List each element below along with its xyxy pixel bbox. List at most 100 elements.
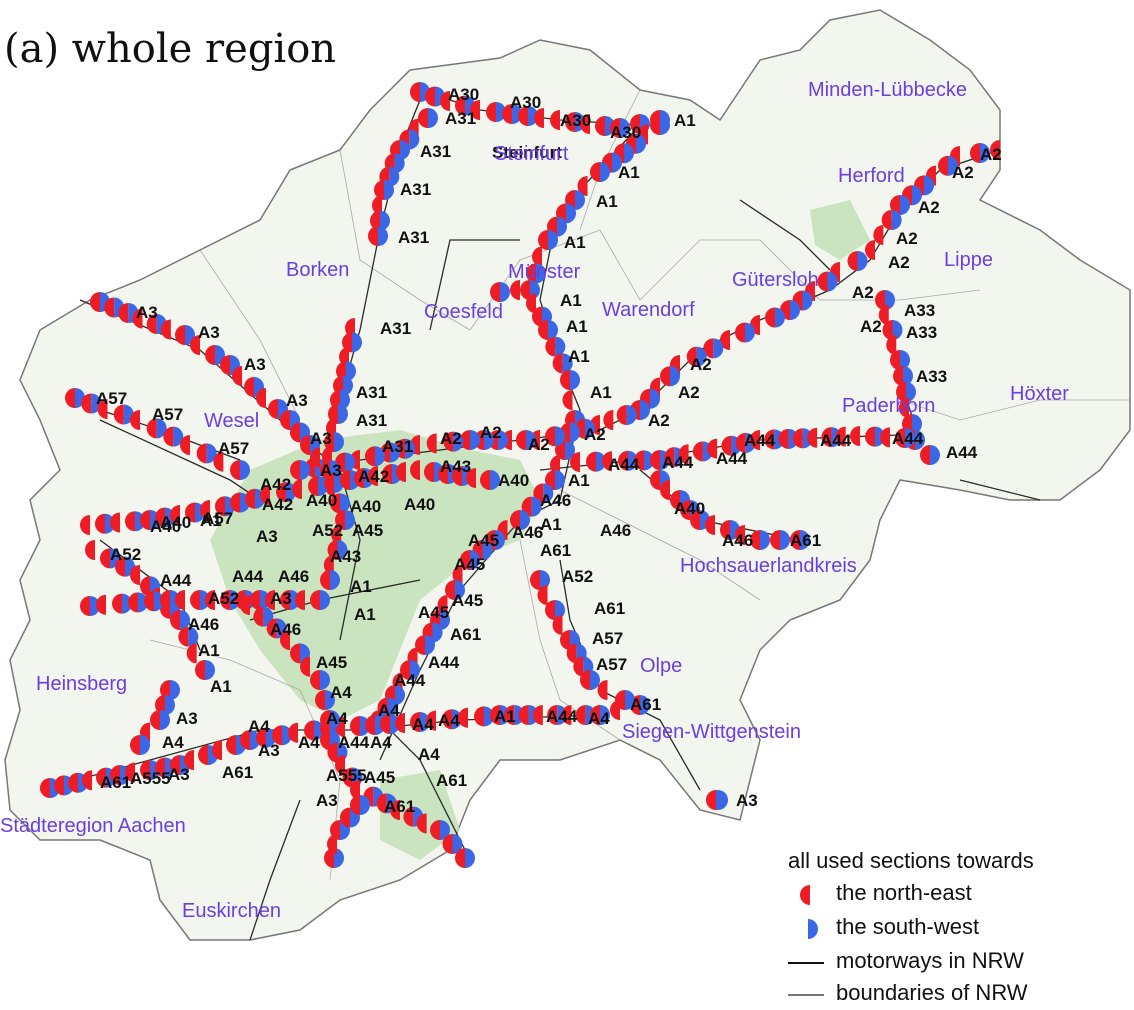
motorway-label: A2 (690, 355, 712, 374)
region-label: Münster (508, 261, 581, 283)
motorway-label: A61 (384, 797, 415, 816)
section-marker (580, 670, 600, 690)
section-marker (615, 690, 635, 710)
region-label: Lippe (944, 249, 993, 271)
section-marker (735, 525, 745, 545)
section-marker (735, 322, 755, 343)
section-marker (330, 493, 350, 514)
motorway-label: A1 (350, 577, 372, 596)
section-marker (538, 320, 558, 340)
section-marker (532, 705, 543, 725)
motorway-label: A45 (468, 531, 499, 550)
urban-area-gutersloh (810, 200, 870, 260)
section-marker (290, 460, 310, 480)
region-label: Siegen-Wittgenstein (622, 721, 801, 743)
region-label: Borken (286, 259, 349, 281)
section-marker (561, 705, 572, 725)
section-marker (170, 505, 180, 525)
section-marker (100, 548, 120, 569)
section-marker (335, 755, 345, 775)
motorway-label: A1 (210, 677, 232, 696)
half-circle-red-icon (800, 885, 810, 905)
motorway-label: A61 (540, 541, 571, 560)
section-marker (899, 398, 909, 418)
section-marker (706, 790, 726, 810)
region-label: Euskirchen (182, 900, 281, 922)
motorway-label: A40 (160, 513, 191, 532)
motorway-label: A40 (404, 495, 435, 514)
motorway-label: A45 (352, 521, 383, 540)
section-marker (144, 591, 165, 612)
section-marker (660, 480, 670, 500)
section-marker (780, 300, 800, 320)
motorway-label: A4 (326, 709, 348, 728)
section-marker (200, 500, 210, 520)
region-label: Minden-Lübbecke (808, 79, 967, 101)
section-marker (880, 427, 890, 448)
motorway-label: A1 (674, 111, 696, 130)
section-marker (232, 366, 242, 386)
section-marker (890, 350, 910, 370)
section-marker (886, 335, 897, 355)
motorway-label: A61 (450, 625, 481, 644)
section-marker (190, 335, 200, 355)
section-marker (416, 813, 427, 834)
legend-label: the north-east (836, 880, 972, 905)
section-marker (562, 390, 573, 410)
section-marker (280, 630, 290, 650)
section-marker (315, 690, 335, 710)
section-marker (577, 176, 588, 196)
motorway-label: A42 (262, 495, 293, 514)
section-marker (184, 750, 194, 770)
figure-title: (a) whole region (4, 26, 337, 72)
section-marker (324, 473, 344, 493)
section-marker (443, 431, 464, 452)
motorway-label: A2 (896, 229, 918, 248)
motorway-label: A3 (310, 429, 332, 448)
section-marker (85, 540, 95, 560)
black-line-icon (788, 962, 824, 964)
motorway-label: A31 (356, 383, 387, 402)
section-marker (920, 445, 940, 465)
motorway-label: A2 (480, 423, 502, 442)
section-marker (881, 210, 902, 230)
motorway-label: A3 (270, 589, 292, 608)
motorway-label: A2 (528, 435, 550, 454)
section-marker (205, 590, 215, 610)
section-marker (130, 735, 150, 755)
section-marker (480, 470, 500, 490)
section-marker (538, 230, 558, 250)
motorway-label: A61 (790, 531, 821, 550)
section-marker (268, 399, 288, 419)
motorway-label: A44 (160, 571, 192, 590)
motorway-label: A30 (448, 85, 479, 104)
section-marker (442, 834, 463, 854)
motorway-label: A31 (380, 319, 411, 338)
section-marker (175, 590, 185, 610)
section-marker (532, 246, 542, 267)
motorway-label: A30 (510, 93, 541, 112)
motorway-label: A42 (260, 475, 291, 494)
section-marker (552, 353, 573, 374)
motorway-label: A46 (188, 615, 219, 634)
motorway-label: A44 (546, 707, 578, 726)
motorway-label: A2 (852, 283, 874, 302)
motorway-label: A57 (152, 405, 183, 424)
motorway-label: A45 (452, 591, 483, 610)
section-marker (132, 308, 143, 329)
section-marker (97, 399, 108, 419)
motorway-label: A44 (232, 567, 264, 586)
motorway-label: A1 (564, 233, 586, 252)
motorway-label: A33 (916, 367, 947, 386)
motorway-label: A52 (312, 521, 343, 540)
section-marker (510, 280, 520, 300)
motorway-label: A1 (618, 163, 640, 182)
motorway-label: A2 (952, 163, 974, 182)
section-marker (350, 780, 360, 800)
section-marker (510, 510, 530, 530)
motorway-label: A3 (244, 355, 266, 374)
section-marker (455, 848, 475, 868)
section-marker (526, 293, 536, 314)
section-marker (327, 834, 337, 854)
motorway-label: A46 (540, 491, 571, 510)
